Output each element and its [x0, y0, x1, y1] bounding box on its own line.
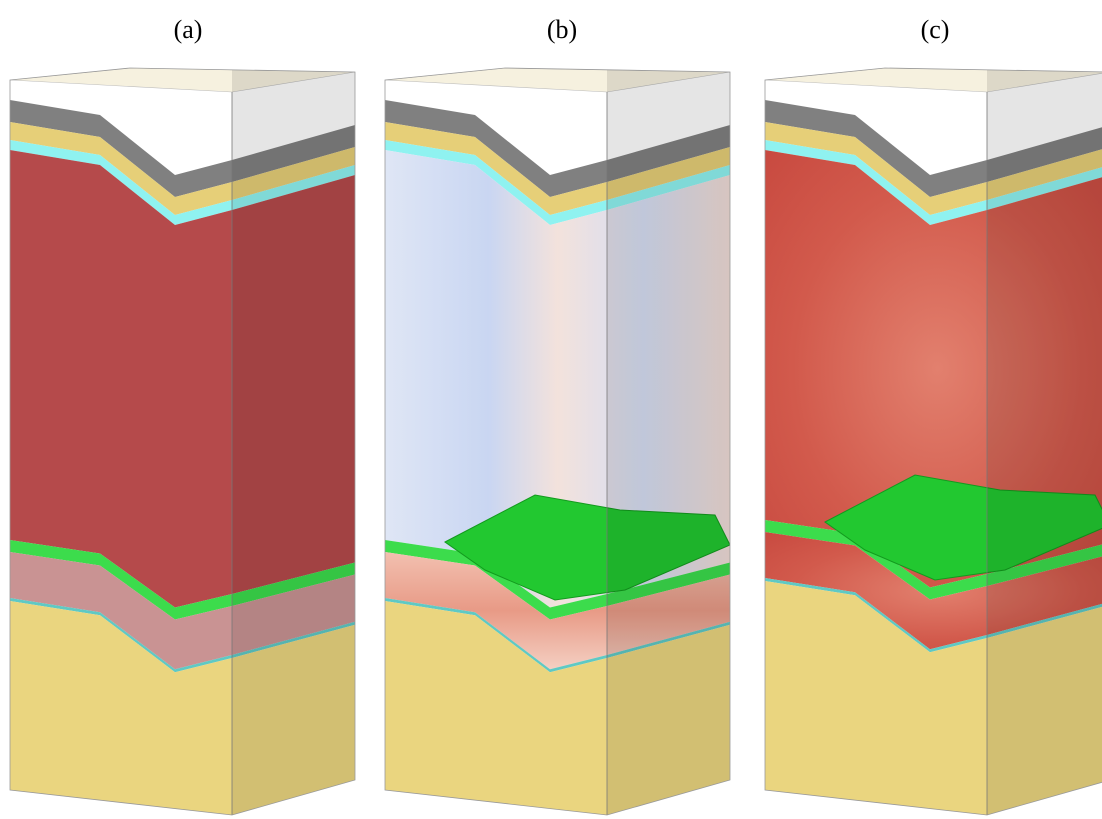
block	[765, 0, 1102, 819]
side-shade	[987, 0, 1102, 819]
block	[10, 0, 355, 819]
side-shade	[607, 0, 730, 819]
figure: (a) (b) (c)	[0, 0, 1102, 819]
panel-label: (a)	[174, 15, 203, 44]
side-shade	[232, 0, 355, 819]
panel-label: (b)	[547, 15, 577, 44]
block	[385, 0, 730, 819]
panel-label: (c)	[921, 15, 950, 44]
